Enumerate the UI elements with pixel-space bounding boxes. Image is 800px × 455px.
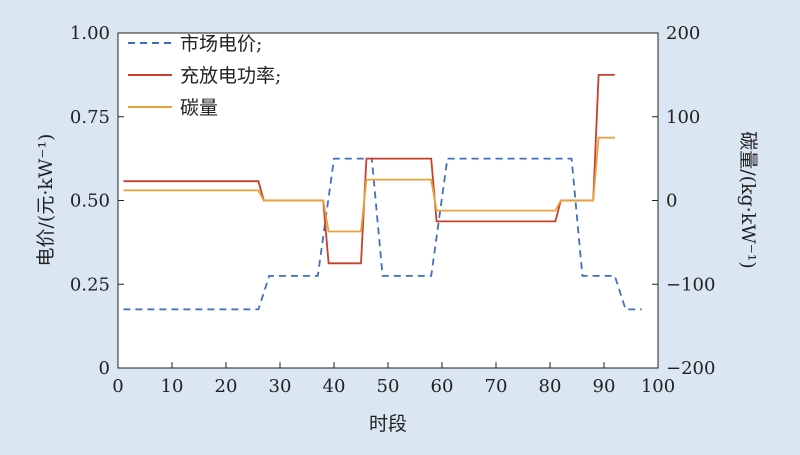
x-tick-label: 30 [269, 376, 292, 397]
x-tick-label: 10 [161, 376, 184, 397]
y-right-tick-label: 100 [666, 107, 700, 128]
x-tick-label: 20 [215, 376, 238, 397]
y-left-tick-label: 0.50 [70, 191, 110, 212]
x-tick-label: 100 [641, 376, 675, 397]
y-left-tick-label: 0 [99, 358, 110, 379]
x-tick-label: 80 [539, 376, 562, 397]
x-tick-label: 50 [377, 376, 400, 397]
x-tick-label: 70 [485, 376, 508, 397]
series-line-2 [123, 136, 615, 233]
y-axis-right-title: 碳量/(kg·kW⁻¹) [737, 131, 759, 269]
axes: 0 10 20 30 40 50 60 70 80 90 100 0 0.25 0.50 0.75 1.00 −… [70, 23, 716, 397]
series-lines [123, 74, 642, 311]
y-right-tick-label: −100 [666, 274, 715, 295]
y-right-tick-label: −200 [666, 358, 715, 379]
y-left-tick-label: 0.75 [70, 107, 110, 128]
y-left-tick-label: 0.25 [70, 274, 110, 295]
legend-label: 碳量 [180, 97, 218, 119]
x-tick-label: 60 [431, 376, 454, 397]
legend-label: 充放电功率; [180, 65, 281, 87]
y-right-tick-label: 0 [666, 191, 677, 212]
x-tick-label: 0 [112, 376, 123, 397]
legend-label: 市场电价; [180, 33, 262, 55]
series-line-0 [123, 157, 642, 311]
x-axis-title: 时段 [369, 413, 407, 435]
y-axis-left-title: 电价/(元·kW⁻¹) [35, 134, 57, 267]
x-tick-label: 40 [323, 376, 346, 397]
x-tick-label: 90 [593, 376, 616, 397]
y-left-tick-label: 1.00 [70, 23, 110, 44]
legend: 市场电价; 充放电功率; 碳量 [128, 33, 281, 119]
y-right-tick-label: 200 [666, 23, 700, 44]
